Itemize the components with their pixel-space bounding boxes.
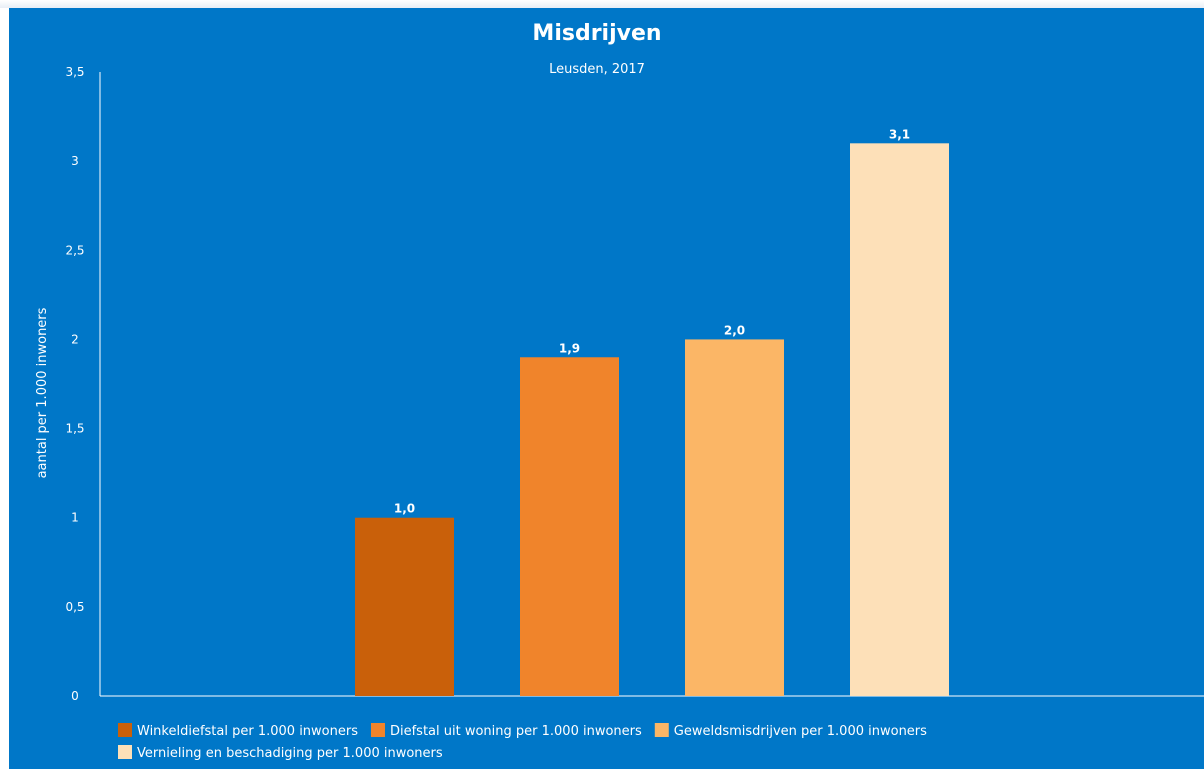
y-tick-label: 1,5 <box>65 422 84 436</box>
legend-label: Diefstal uit woning per 1.000 inwoners <box>390 724 642 739</box>
legend-item[interactable]: Vernieling en beschadiging per 1.000 inw… <box>118 745 443 761</box>
bar-chart: Misdrijven Leusden, 2017 aantal per 1.00… <box>35 21 1204 761</box>
legend-swatch <box>654 723 669 737</box>
legend-item[interactable]: Geweldsmisdrijven per 1.000 inwoners <box>654 723 927 739</box>
bars <box>355 143 949 697</box>
legend: Winkeldiefstal per 1.000 inwoners Diefsta… <box>118 723 927 761</box>
y-axis-title: aantal per 1.000 inwoners <box>35 307 50 478</box>
bar[interactable] <box>685 339 784 696</box>
data-label: 2,0 <box>724 323 745 337</box>
y-tick-label: 2,5 <box>65 243 84 257</box>
legend-label: Geweldsmisdrijven per 1.000 inwoners <box>674 724 927 739</box>
y-tick-labels: 0 0,5 1 1,5 2 2,5 3 3,5 <box>65 65 84 703</box>
legend-item[interactable]: Winkeldiefstal per 1.000 inwoners <box>118 723 358 739</box>
legend-label: Vernieling en beschadiging per 1.000 inw… <box>137 746 443 761</box>
chart-container: Misdrijven Leusden, 2017 aantal per 1.00… <box>9 8 1204 769</box>
y-tick-label: 0,5 <box>65 600 84 614</box>
y-tick-label: 3,5 <box>65 65 84 79</box>
legend-label: Winkeldiefstal per 1.000 inwoners <box>137 724 358 739</box>
bar[interactable] <box>520 357 619 696</box>
bar[interactable] <box>355 517 454 696</box>
bar[interactable] <box>850 143 949 697</box>
data-labels: 1,0 1,9 2,0 3,1 <box>394 127 910 515</box>
legend-swatch <box>370 723 385 737</box>
legend-item[interactable]: Diefstal uit woning per 1.000 inwoners <box>370 723 642 739</box>
data-label: 1,9 <box>559 341 580 355</box>
chart-subtitle: Leusden, 2017 <box>549 62 645 77</box>
data-label: 3,1 <box>889 127 910 141</box>
y-tick-label: 0 <box>71 689 79 703</box>
data-label: 1,0 <box>394 502 415 516</box>
legend-swatch <box>118 745 132 759</box>
y-tick-label: 1 <box>71 511 79 525</box>
y-tick-label: 2 <box>71 332 79 346</box>
window-top-edge <box>0 0 1204 8</box>
y-tick-label: 3 <box>71 154 79 168</box>
legend-swatch <box>118 723 132 737</box>
chart-title: Misdrijven <box>532 21 661 46</box>
